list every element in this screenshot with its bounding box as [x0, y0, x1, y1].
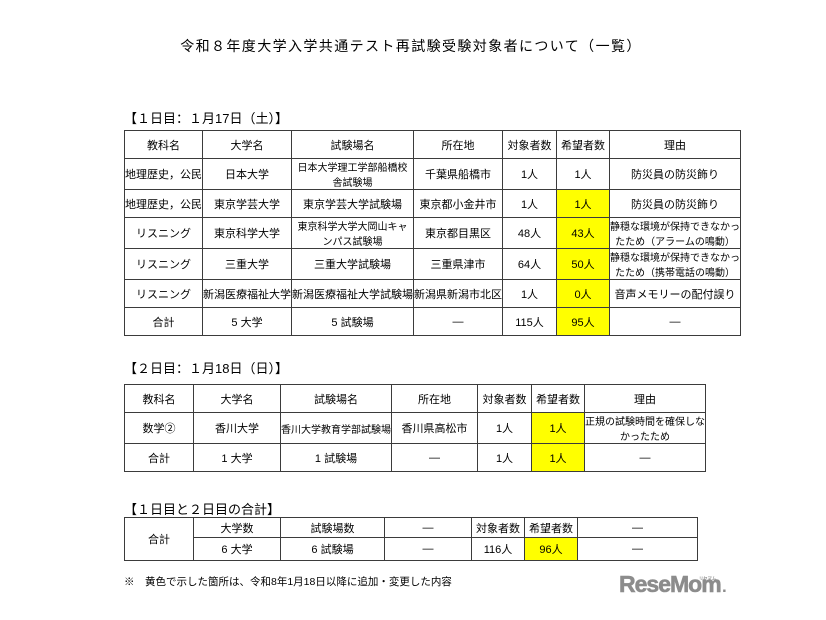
svg-text:.: .: [722, 577, 727, 596]
